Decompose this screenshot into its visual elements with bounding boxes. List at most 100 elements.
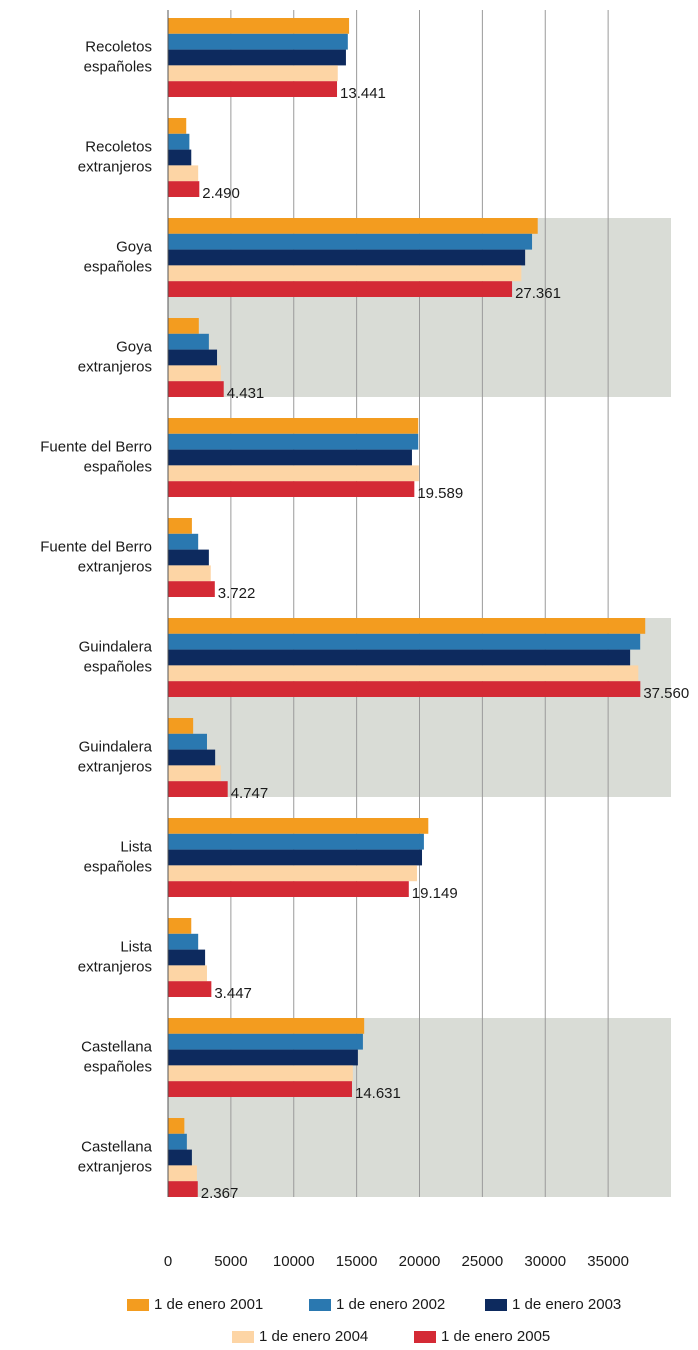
bar xyxy=(168,549,209,566)
value-label: 19.589 xyxy=(417,485,463,502)
bar xyxy=(168,418,419,434)
category-label: extranjeros xyxy=(78,558,152,575)
legend-label: 1 de enero 2003 xyxy=(512,1296,621,1313)
category-label: Fuente del Berro xyxy=(40,438,152,455)
x-tick-label: 10000 xyxy=(273,1253,315,1270)
bar xyxy=(168,1065,353,1082)
x-tick-label: 0 xyxy=(164,1253,172,1270)
bar xyxy=(168,718,194,734)
category-label: españoles xyxy=(84,458,152,475)
bar xyxy=(168,218,538,234)
category-label: extranjeros xyxy=(78,958,152,975)
bar xyxy=(168,165,199,182)
legend-swatch xyxy=(485,1299,507,1311)
value-label: 19.149 xyxy=(412,885,458,902)
category-label: extranjeros xyxy=(78,758,152,775)
category-label: españoles xyxy=(84,858,152,875)
bar xyxy=(168,349,218,366)
value-label: 4.431 xyxy=(227,385,265,402)
bar xyxy=(168,281,513,297)
bar xyxy=(168,65,338,82)
category-label: Recoletos xyxy=(85,138,152,155)
category-label: españoles xyxy=(84,258,152,275)
bar xyxy=(168,181,200,197)
bar xyxy=(168,381,224,397)
value-label: 2.367 xyxy=(201,1185,239,1202)
category-label: españoles xyxy=(84,658,152,675)
bar xyxy=(168,18,350,34)
bar xyxy=(168,1149,192,1166)
bar xyxy=(168,749,216,766)
value-label: 37.560 xyxy=(643,685,689,702)
legend-swatch xyxy=(127,1299,149,1311)
bar xyxy=(168,781,228,797)
bar xyxy=(168,665,639,682)
x-tick-label: 20000 xyxy=(399,1253,441,1270)
bar xyxy=(168,765,221,782)
bar xyxy=(168,365,221,382)
bar xyxy=(168,465,419,482)
value-label: 4.747 xyxy=(231,785,269,802)
bar xyxy=(168,918,192,934)
bar xyxy=(168,149,192,166)
bar xyxy=(168,818,429,834)
bar xyxy=(168,81,338,97)
value-label: 3.447 xyxy=(214,985,252,1002)
bar xyxy=(168,881,409,897)
x-tick-label: 35000 xyxy=(587,1253,629,1270)
bar xyxy=(168,649,631,666)
legend-label: 1 de enero 2002 xyxy=(336,1296,445,1313)
category-label: extranjeros xyxy=(78,1158,152,1175)
x-tick-label: 15000 xyxy=(336,1253,378,1270)
legend-label: 1 de enero 2005 xyxy=(441,1328,550,1345)
legend-swatch xyxy=(414,1331,436,1343)
bar xyxy=(168,733,207,750)
category-label: Castellana xyxy=(81,1138,153,1155)
bar xyxy=(168,618,646,634)
category-label: Lista xyxy=(120,938,152,955)
bar xyxy=(168,249,526,266)
bar xyxy=(168,133,190,150)
bar xyxy=(168,265,522,282)
value-label: 14.631 xyxy=(355,1085,401,1102)
bar xyxy=(168,633,641,650)
category-label: Goya xyxy=(116,238,153,255)
category-label: Goya xyxy=(116,338,153,355)
legend-label: 1 de enero 2004 xyxy=(259,1328,368,1345)
bar xyxy=(168,318,199,334)
bar xyxy=(168,433,419,450)
bar xyxy=(168,933,199,950)
bar xyxy=(168,865,417,882)
bar xyxy=(168,981,212,997)
value-label: 13.441 xyxy=(340,85,386,102)
category-label: Lista xyxy=(120,838,152,855)
bar xyxy=(168,681,641,697)
bar xyxy=(168,833,424,850)
bar xyxy=(168,949,206,966)
bar xyxy=(168,518,192,534)
value-label: 2.490 xyxy=(202,185,240,202)
bar xyxy=(168,33,348,50)
category-label: españoles xyxy=(84,1058,152,1075)
value-label: 3.722 xyxy=(218,585,256,602)
bar xyxy=(168,1018,365,1034)
bar xyxy=(168,49,346,66)
legend-swatch xyxy=(232,1331,254,1343)
bar xyxy=(168,565,211,582)
x-tick-label: 25000 xyxy=(462,1253,504,1270)
value-label: 27.361 xyxy=(515,285,561,302)
category-label: Guindalera xyxy=(79,738,153,755)
legend-label: 1 de enero 2001 xyxy=(154,1296,263,1313)
category-label: Guindalera xyxy=(79,638,153,655)
x-tick-label: 30000 xyxy=(524,1253,566,1270)
bar xyxy=(168,1133,187,1150)
bar xyxy=(168,333,209,350)
bar xyxy=(168,1165,197,1182)
category-label: españoles xyxy=(84,58,152,75)
legend-swatch xyxy=(309,1299,331,1311)
bar xyxy=(168,849,423,866)
category-label: extranjeros xyxy=(78,158,152,175)
bar xyxy=(168,581,215,597)
x-tick-label: 5000 xyxy=(214,1253,247,1270)
